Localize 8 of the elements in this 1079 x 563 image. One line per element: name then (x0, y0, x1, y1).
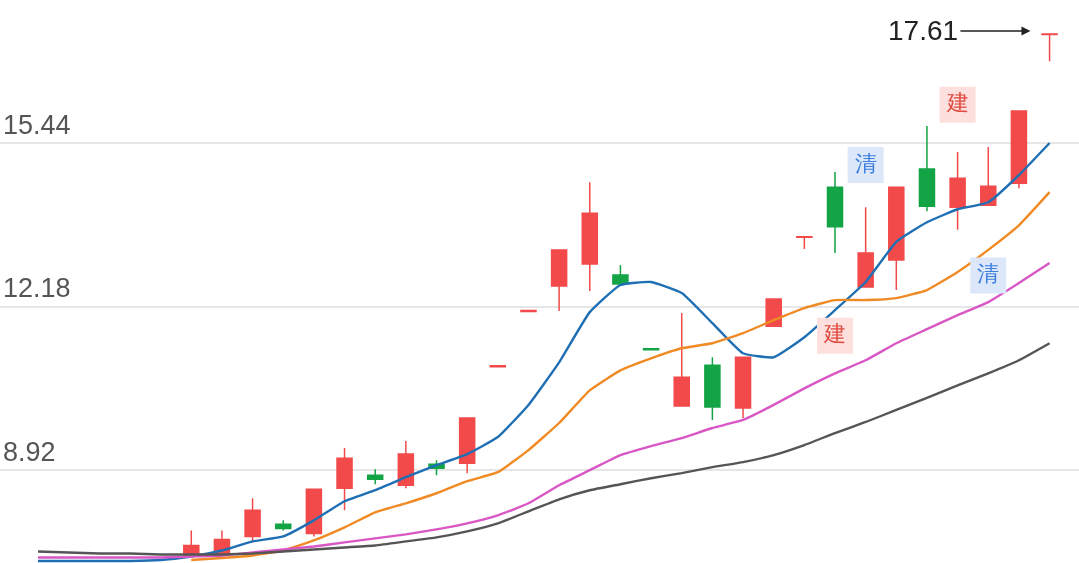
y-tick-label: 12.18 (3, 273, 71, 304)
data-label: 建 (823, 321, 846, 347)
data-label: 清 (854, 150, 877, 176)
y-tick-label: 15.44 (3, 109, 71, 140)
annotation: 17.61 (888, 15, 959, 46)
data-label: 建 (945, 90, 969, 116)
y-tick-label: 8.92 (3, 436, 56, 467)
data-label: 清 (977, 260, 1000, 286)
